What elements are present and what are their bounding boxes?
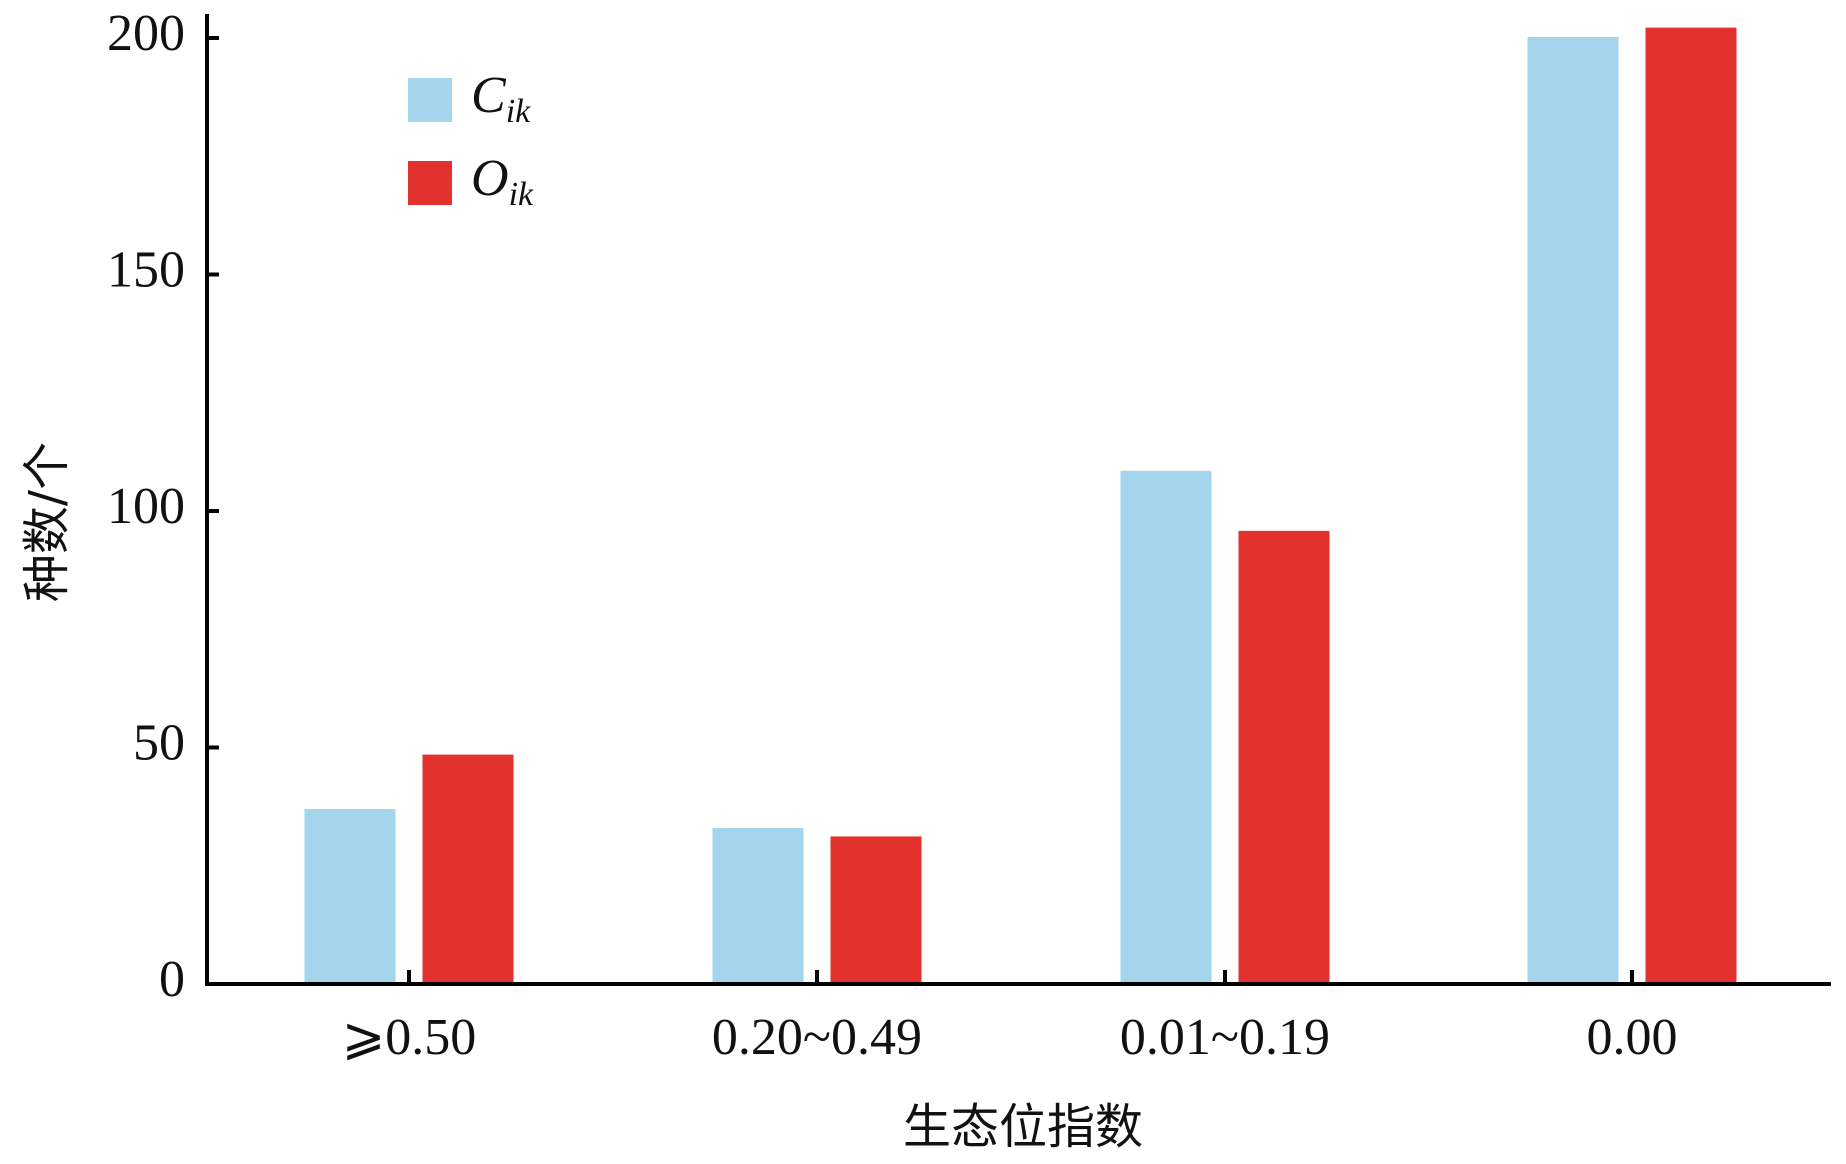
y-tick-label: 0 [159, 951, 185, 1008]
bar [712, 827, 804, 984]
legend-swatch [408, 78, 452, 122]
y-tick-label: 100 [107, 478, 185, 535]
legend-label: Cik [471, 67, 531, 130]
y-tick-label: 150 [107, 241, 185, 298]
y-tick-label: 50 [133, 714, 185, 771]
bar [1645, 27, 1737, 985]
x-tick-label: 0.20~0.49 [712, 1009, 922, 1066]
y-axis-label: 种数/个 [19, 442, 75, 602]
bar [1120, 470, 1212, 984]
legend-swatch [408, 161, 452, 205]
x-tick-label: 0.00 [1587, 1009, 1678, 1066]
bar [830, 836, 922, 984]
bar [1238, 530, 1330, 984]
y-tick-label: 200 [107, 5, 185, 62]
x-axis-label: 生态位指数 [903, 1099, 1143, 1155]
bar [304, 808, 396, 984]
x-tick-label: 0.01~0.19 [1120, 1009, 1330, 1066]
legend-label: Oik [471, 150, 534, 213]
x-tick-label: ⩾0.50 [342, 1009, 477, 1066]
bar [1527, 37, 1619, 984]
bar [422, 754, 514, 984]
